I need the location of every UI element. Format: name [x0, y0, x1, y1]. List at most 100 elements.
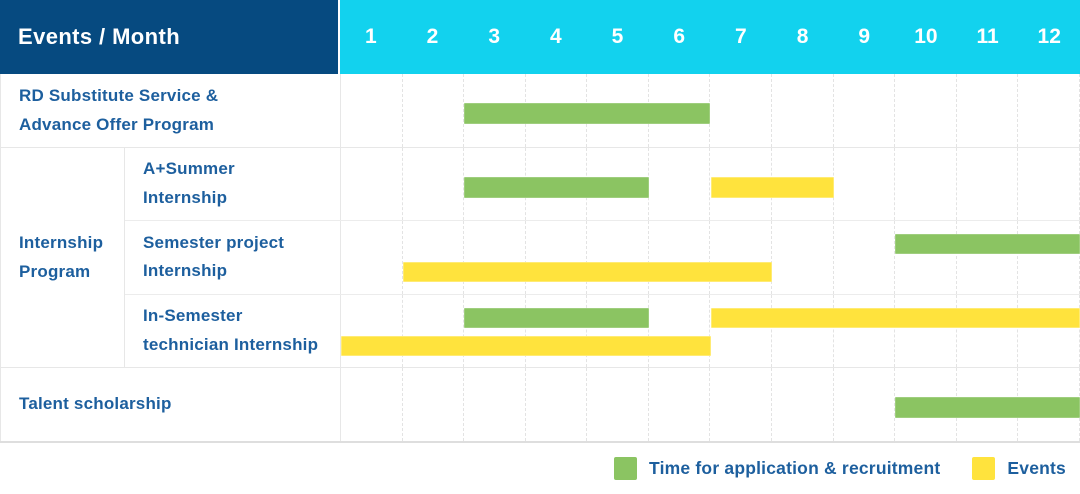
month-grid-cell: [526, 294, 588, 367]
month-grid-cell: [341, 221, 403, 294]
month-grid-cell: [957, 148, 1019, 221]
bar-events: [402, 262, 773, 283]
month-header-cell: 4: [525, 0, 587, 74]
month-grid-cell: [649, 221, 711, 294]
table-header-row: Events / Month 1 2 3 4 5 6 7 8 9 10 11 12: [0, 0, 1080, 74]
row-label: Talent scholarship: [1, 368, 341, 441]
row-label: A+Summer Internship: [125, 148, 341, 221]
month-header-cell: 6: [648, 0, 710, 74]
bar-events: [710, 177, 834, 198]
month-header-cell: 8: [772, 0, 834, 74]
month-grid-cell: [649, 368, 711, 441]
month-grid-cell: [834, 368, 896, 441]
month-grid-cell: [957, 74, 1019, 147]
events-month-header-cell: Events / Month: [0, 0, 340, 74]
bar-application: [895, 234, 1080, 255]
month-label: 2: [426, 25, 439, 48]
month-grid-cell: [341, 368, 403, 441]
chart-cell: [341, 221, 1080, 294]
table-row-semester-project-internship: Semester project Internship: [125, 221, 1080, 295]
legend: Time for application & recruitment Events: [0, 443, 1080, 494]
section-rows: A+Summer Internship Semester project Inte…: [125, 148, 1080, 367]
month-grid-cell: [710, 74, 773, 147]
month-grid-cell: [464, 368, 526, 441]
month-grid-cell: [649, 294, 711, 367]
month-grid-cell: [526, 221, 588, 294]
month-grid-cell: [895, 294, 957, 367]
month-grid-cell: [895, 221, 957, 294]
month-label: 5: [611, 25, 624, 48]
legend-swatch-application: [614, 457, 638, 480]
month-grid-cell: [587, 294, 649, 367]
month-grid-cell: [526, 368, 588, 441]
month-header-cell: 1: [340, 0, 402, 74]
group-label-cell: Internship Program: [1, 148, 125, 367]
month-grid-cell: [834, 74, 896, 147]
month-header-cell: 12: [1018, 0, 1080, 74]
month-header-cell: 5: [587, 0, 649, 74]
month-grid-cell: [464, 294, 526, 367]
month-header-cell: 9: [833, 0, 895, 74]
month-grid-cell: [895, 148, 957, 221]
month-grid-cell: [710, 221, 773, 294]
month-grid-cell: [649, 148, 711, 221]
month-grid-cell: [403, 294, 465, 367]
month-label: 12: [1037, 25, 1061, 48]
month-grid-cell: [587, 368, 649, 441]
month-grid-cell: [834, 294, 896, 367]
month-grid-cell: [1018, 221, 1080, 294]
month-label: 7: [735, 25, 747, 48]
legend-swatch-events: [972, 457, 996, 480]
month-grid-cell: [403, 368, 465, 441]
month-grid-cell: [772, 294, 834, 367]
month-label: 9: [858, 25, 871, 48]
month-grid-cell: [772, 221, 834, 294]
month-label: 8: [796, 25, 809, 48]
month-label: 4: [550, 25, 562, 48]
month-grid-cell: [895, 74, 957, 147]
chart-cell: [341, 148, 1080, 221]
legend-item-events: Events: [972, 457, 1066, 480]
row-label: In-Semester technician Internship: [125, 294, 341, 367]
month-grid-cell: [772, 368, 834, 441]
row-label: RD Substitute Service & Advance Offer Pr…: [1, 74, 341, 147]
section-rows: Talent scholarship: [1, 368, 1080, 441]
table-row-talent-scholarship: Talent scholarship: [1, 368, 1080, 441]
gantt-table: Events / Month 1 2 3 4 5 6 7 8 9 10 11 12 RD Substi…: [0, 0, 1080, 443]
table-row-rd-substitute-service: RD Substitute Service & Advance Offer Pr…: [1, 74, 1080, 147]
table-body: RD Substitute Service & Advance Offer Pr…: [0, 74, 1080, 441]
chart-cell: [341, 74, 1080, 147]
row-label: Semester project Internship: [125, 221, 341, 294]
month-grid-cell: [710, 294, 773, 367]
month-grid-cell: [1018, 74, 1080, 147]
table-section: RD Substitute Service & Advance Offer Pr…: [1, 74, 1080, 148]
legend-item-application: Time for application & recruitment: [614, 457, 940, 480]
month-grid-cell: [710, 368, 773, 441]
bar-application: [464, 177, 649, 198]
month-label: 6: [673, 25, 686, 48]
month-grid-cell: [341, 294, 403, 367]
table-section: Internship Program A+Summer Internship Sem…: [1, 148, 1080, 368]
month-header-cell: 7: [710, 0, 772, 74]
month-grid-cell: [957, 294, 1019, 367]
bar-events: [710, 307, 1080, 328]
table-row-in-semester-technician-internship: In-Semester technician Internship: [125, 294, 1080, 367]
chart-cell: [341, 294, 1080, 367]
chart-cell: [341, 368, 1080, 441]
month-grid-cell: [403, 74, 465, 147]
month-label: 3: [488, 25, 501, 48]
legend-label: Time for application & recruitment: [649, 458, 941, 478]
table-row-a-plus-summer-internship: A+Summer Internship: [125, 148, 1080, 222]
month-grid-cell: [957, 221, 1019, 294]
month-grid-cell: [403, 148, 465, 221]
month-label: 1: [364, 25, 377, 48]
month-grid-cell: [341, 74, 403, 147]
month-header-cell: 10: [895, 0, 957, 74]
bar-application: [464, 103, 711, 124]
month-header-cell: 2: [402, 0, 464, 74]
month-header-cell: 11: [957, 0, 1019, 74]
month-label: 10: [914, 25, 938, 48]
bar-application: [895, 397, 1080, 418]
month-grid-cell: [834, 221, 896, 294]
